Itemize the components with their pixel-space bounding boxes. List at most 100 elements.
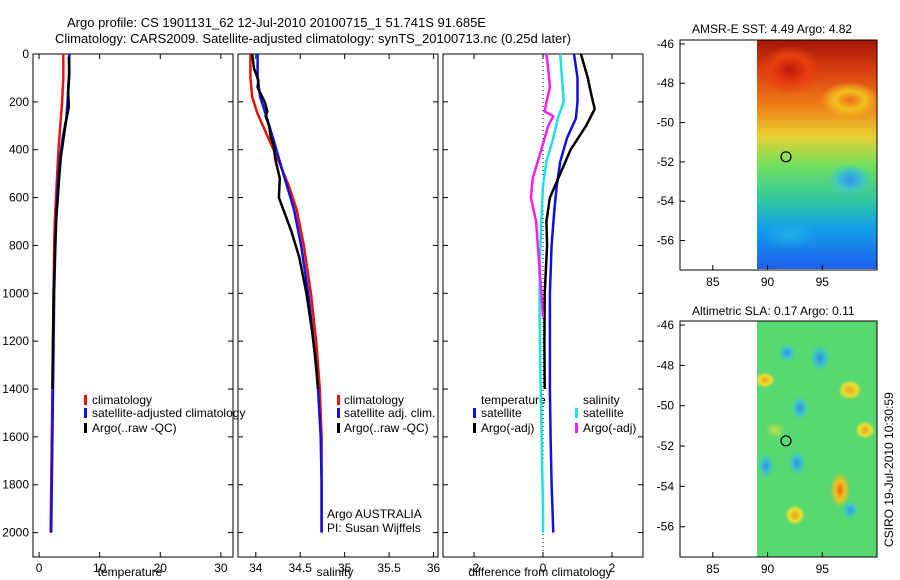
legend-swatch-black bbox=[473, 423, 476, 433]
series-line-blue bbox=[548, 53, 579, 533]
plot-frame-temperature bbox=[32, 53, 234, 558]
x-tick-label: 34 bbox=[249, 561, 263, 575]
y-tick-label: 200 bbox=[9, 95, 29, 109]
sst-cool-patch bbox=[828, 164, 872, 196]
x-tick-label: 2 bbox=[609, 561, 616, 575]
map-y-tick-label: -50 bbox=[657, 116, 675, 130]
sla-heatmap bbox=[757, 321, 877, 557]
y-tick-label: 800 bbox=[9, 238, 29, 252]
map-y-tick-label: -50 bbox=[657, 399, 675, 413]
map-x-tick-label: 95 bbox=[816, 562, 830, 576]
legend-swatch-black bbox=[84, 423, 87, 433]
map-y-tick-label: -54 bbox=[657, 479, 675, 493]
legend-swatch-red bbox=[337, 395, 340, 405]
legend-diff-header-temperature: temperature bbox=[481, 393, 546, 407]
legend-swatch-blue bbox=[84, 408, 87, 418]
map-x-tick-label: 85 bbox=[706, 562, 720, 576]
figure-title-line2: Climatology: CARS2009. Satellite-adjuste… bbox=[55, 31, 571, 46]
map-x-tick-label: 90 bbox=[761, 562, 775, 576]
map-x-tick-label: 90 bbox=[761, 275, 775, 289]
legend-diff-header-salinity: salinity bbox=[583, 393, 620, 407]
legend-temp-satellite: satellite-adjusted climatology bbox=[92, 406, 245, 420]
sla-high-patch bbox=[757, 372, 775, 388]
legend-sal-argo: Argo(..raw -QC) bbox=[344, 421, 429, 435]
annotation-pi: PI: Susan Wijffels bbox=[327, 521, 421, 535]
legend-diff-sal-argo: Argo(-adj) bbox=[583, 421, 636, 435]
x-tick-label: 0 bbox=[36, 561, 43, 575]
y-tick-label: 1200 bbox=[2, 334, 29, 348]
legend-swatch-blue bbox=[337, 408, 340, 418]
sst-warm-patch bbox=[760, 46, 820, 94]
xlabel-difference: difference from climatology bbox=[468, 565, 611, 579]
x-tick-label: 0 bbox=[540, 561, 547, 575]
map-y-tick-label: -54 bbox=[657, 194, 675, 208]
sla-high-patch bbox=[765, 422, 785, 438]
x-tick-label: 35.5 bbox=[377, 561, 401, 575]
legend-sal-climatology: climatology bbox=[344, 393, 404, 407]
map-y-tick-label: -52 bbox=[657, 155, 675, 169]
y-tick-label: 1400 bbox=[2, 382, 29, 396]
annotation-argo-australia: Argo AUSTRALIA bbox=[327, 507, 422, 521]
x-tick-label: 36 bbox=[427, 561, 441, 575]
y-tick-label: 1600 bbox=[2, 430, 29, 444]
series-line-black bbox=[51, 56, 71, 390]
sla-high-patch bbox=[838, 380, 862, 400]
y-tick-label: 2000 bbox=[2, 526, 29, 540]
map-y-tick-label: -56 bbox=[657, 234, 675, 248]
sla-high-patch bbox=[785, 505, 805, 525]
argo-float-marker bbox=[780, 435, 792, 447]
legend-temp-climatology: climatology bbox=[92, 393, 152, 407]
series-line-magenta bbox=[529, 53, 555, 318]
x-tick-label: 30 bbox=[214, 561, 228, 575]
map-y-tick-label: -46 bbox=[657, 318, 675, 332]
map-x-tick-label: 95 bbox=[816, 275, 830, 289]
legend-swatch-magenta bbox=[575, 423, 578, 433]
y-tick-label: 1000 bbox=[2, 286, 29, 300]
map-y-tick-label: -48 bbox=[657, 76, 675, 90]
sst-map-title: AMSR-E SST: 4.49 Argo: 4.82 bbox=[692, 22, 852, 36]
map-x-tick-label: 85 bbox=[706, 275, 720, 289]
y-tick-label: 400 bbox=[9, 143, 29, 157]
series-line-blue bbox=[256, 54, 323, 533]
sla-high-patch bbox=[855, 421, 875, 439]
map-y-tick-label: -48 bbox=[657, 358, 675, 372]
sla-map-title: Altimetric SLA: 0.17 Argo: 0.11 bbox=[692, 304, 855, 318]
argo-float-marker bbox=[780, 151, 792, 163]
legend-temp-argo: Argo(..raw -QC) bbox=[92, 421, 177, 435]
series-line-red bbox=[249, 54, 323, 533]
x-tick-label: 10 bbox=[93, 561, 107, 575]
map-frame-sla_map bbox=[679, 320, 878, 558]
sla-high-patch bbox=[830, 472, 850, 508]
series-line-black bbox=[543, 53, 596, 390]
y-tick-label: 600 bbox=[9, 191, 29, 205]
x-tick-label: 34.5 bbox=[289, 561, 313, 575]
map-y-tick-label: -46 bbox=[657, 37, 675, 51]
sla-low-patch bbox=[810, 345, 830, 371]
sla-low-patch bbox=[842, 501, 858, 519]
xlabel-salinity: salinity bbox=[317, 565, 354, 579]
map-frame-sst_map bbox=[679, 39, 878, 271]
legend-diff-temp-argo: Argo(-adj) bbox=[481, 421, 534, 435]
map-y-tick-label: -52 bbox=[657, 439, 675, 453]
sst-warm-patch bbox=[820, 82, 877, 118]
y-tick-label: 0 bbox=[22, 47, 29, 61]
sla-low-patch bbox=[758, 454, 774, 478]
x-tick-label: -2 bbox=[469, 561, 480, 575]
sla-low-patch bbox=[778, 344, 796, 362]
legend-swatch-blue bbox=[473, 408, 476, 418]
x-tick-label: 35 bbox=[338, 561, 352, 575]
x-tick-label: 20 bbox=[154, 561, 168, 575]
series-line-black bbox=[250, 53, 320, 390]
y-tick-label: 1800 bbox=[2, 478, 29, 492]
sla-low-patch bbox=[788, 451, 806, 475]
series-line-cyan bbox=[538, 53, 565, 533]
map-y-tick-label: -56 bbox=[657, 520, 675, 534]
legend-diff-sal-satellite: satellite bbox=[583, 406, 624, 420]
sla-low-patch bbox=[791, 396, 809, 420]
legend-diff-temp-satellite: satellite bbox=[481, 406, 522, 420]
sst-heatmap bbox=[757, 40, 877, 269]
legend-swatch-red bbox=[84, 395, 87, 405]
plot-frame-salinity bbox=[237, 53, 439, 558]
legend-swatch-cyan bbox=[575, 408, 578, 418]
